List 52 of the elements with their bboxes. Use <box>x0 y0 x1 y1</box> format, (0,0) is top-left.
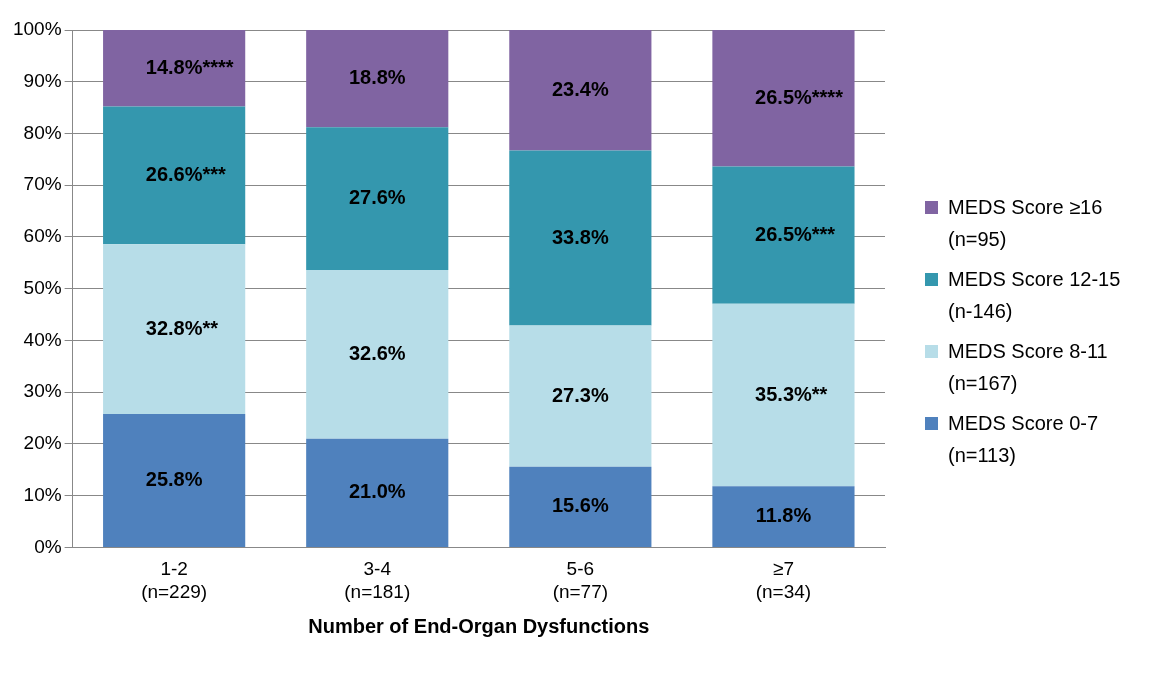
data-label: 33.8% <box>551 225 609 248</box>
x-tick-label: 1-2 (n=229) <box>141 558 208 602</box>
bar <box>509 325 652 467</box>
bar <box>103 30 246 107</box>
bar <box>712 166 855 304</box>
y-tick-label: 60% <box>23 225 62 247</box>
bar <box>509 150 652 326</box>
y-tick-label: 80% <box>23 121 62 143</box>
data-label: 21.0% <box>348 480 406 503</box>
x-axis-title: Number of End-Organ Dysfunctions <box>308 614 650 637</box>
y-tick-label: 90% <box>23 69 62 91</box>
data-label: 11.8% <box>755 504 812 527</box>
y-tick-label: 20% <box>23 432 62 454</box>
legend-label: MEDS Score ≥16 (n=95) <box>948 195 1103 252</box>
data-label: 27.6% <box>348 186 406 209</box>
y-tick-label: 100% <box>12 18 62 40</box>
legend-label: MEDS Score 8-11 (n=167) <box>948 339 1108 396</box>
legend-label: MEDS Score 12-15 (n-146) <box>948 267 1121 324</box>
bar <box>103 413 246 547</box>
bar <box>509 30 652 151</box>
legend-label: MEDS Score 0-7 (n=113) <box>948 411 1099 468</box>
data-label: 25.8% <box>145 467 203 490</box>
data-label: 26.6%*** <box>145 162 227 185</box>
y-tick-label: 40% <box>23 328 62 350</box>
data-label: 32.8%** <box>145 316 219 339</box>
bar <box>712 30 855 167</box>
y-tick-label: 50% <box>23 276 62 298</box>
bar <box>712 486 855 547</box>
y-tick-label: 70% <box>23 173 62 195</box>
x-tick-label: 3-4 (n=181) <box>344 558 411 602</box>
bar <box>103 106 246 245</box>
data-label: 26.5%*** <box>755 222 836 245</box>
bar <box>306 127 449 271</box>
bar <box>509 466 652 547</box>
data-label: 15.6% <box>551 494 609 517</box>
bar <box>306 438 449 547</box>
data-label: 32.6% <box>348 341 406 364</box>
y-tick-label: 10% <box>23 483 62 505</box>
bar <box>306 270 449 439</box>
data-label: 14.8%**** <box>145 55 234 78</box>
data-label: 26.5%**** <box>755 85 844 108</box>
y-tick-label: 0% <box>34 535 62 557</box>
bar <box>103 244 246 414</box>
x-tick-label: 5-6 (n=77) <box>552 558 609 602</box>
data-label: 18.8% <box>348 66 406 89</box>
data-label: 27.3% <box>551 383 609 406</box>
data-label: 35.3%** <box>755 382 828 405</box>
bar <box>306 30 449 128</box>
bar <box>712 303 855 487</box>
data-label: 23.4% <box>551 77 609 100</box>
x-tick-label: ≥7 (n=34) <box>755 558 812 602</box>
y-tick-label: 30% <box>23 380 62 402</box>
